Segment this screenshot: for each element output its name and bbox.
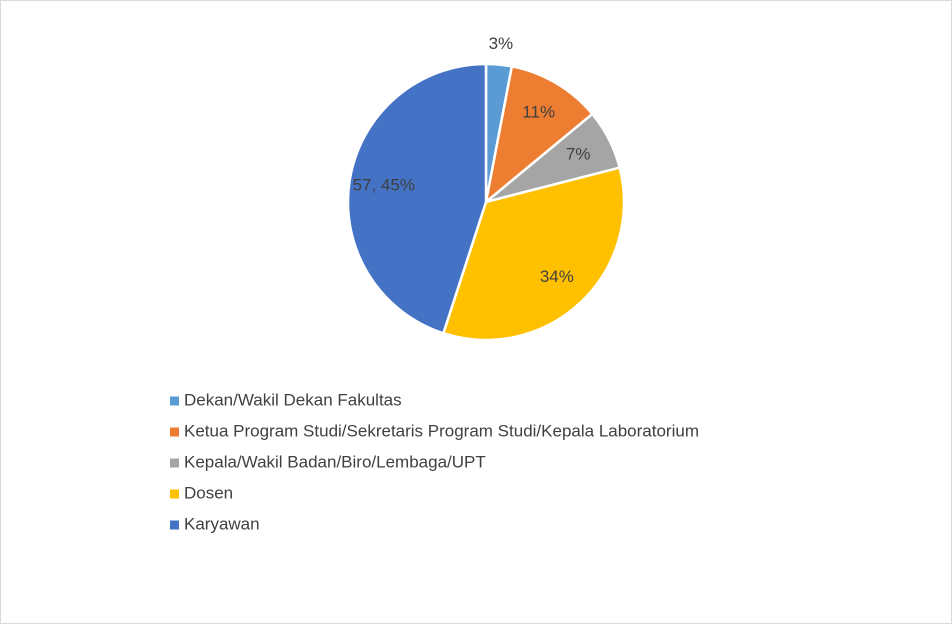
legend-label: Dekan/Wakil Dekan Fakultas <box>184 390 402 409</box>
data-label: 3% <box>489 34 514 53</box>
pie-slice <box>346 62 488 335</box>
data-label: 34% <box>540 267 574 286</box>
pie-slice <box>484 64 595 206</box>
legend-swatch <box>170 396 179 406</box>
legend-swatch <box>170 489 179 499</box>
legend-label: Ketua Program Studi/Sekretaris Program S… <box>184 421 699 440</box>
data-label: 57, 45% <box>353 175 415 194</box>
legend-swatch <box>170 427 179 437</box>
data-label: 11% <box>522 102 555 121</box>
legend-label: Kepala/Wakil Badan/Biro/Lembaga/UPT <box>184 452 486 471</box>
legend-label: Karyawan <box>184 514 260 533</box>
legend-label: Dosen <box>184 483 233 502</box>
legend-swatch <box>170 458 179 468</box>
pie-slice <box>441 166 626 342</box>
legend-swatch <box>170 520 179 530</box>
data-label: 7% <box>566 144 591 163</box>
